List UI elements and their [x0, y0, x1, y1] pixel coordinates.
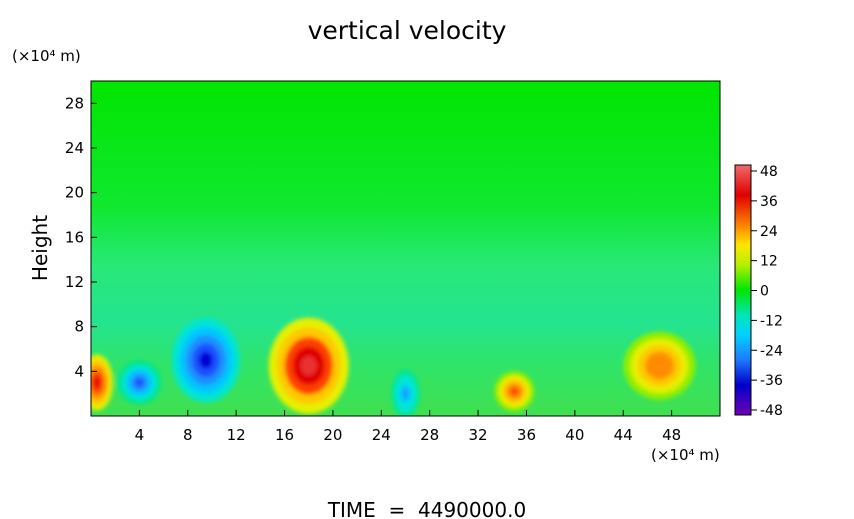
x-tick-label: 48	[662, 426, 681, 444]
y-tick-label: 8	[74, 318, 84, 336]
x-axis-unit: (×10⁴ m)	[651, 446, 720, 464]
y-tick-label: 20	[65, 184, 84, 202]
velocity-cell	[300, 356, 317, 376]
colorbar	[734, 164, 752, 416]
x-tick-label: 4	[135, 426, 145, 444]
velocity-cell	[199, 351, 213, 369]
plot-area	[91, 81, 720, 416]
x-tick-label: 44	[614, 426, 633, 444]
y-axis: 4 8 12 16 20 24 28	[65, 94, 97, 380]
x-tick-label: 16	[275, 426, 294, 444]
time-footer: TIME = 4490000.0	[327, 498, 526, 519]
colorbar-ticks: 48 36 24 12 0 -12 -24 -36 -48	[751, 164, 783, 419]
plot-frame	[90, 80, 721, 417]
x-tick-label: 8	[183, 426, 193, 444]
colorbar-tick-label: -48	[760, 403, 783, 419]
colorbar-tick-label: 36	[760, 194, 778, 210]
x-tick-label: 20	[323, 426, 342, 444]
colorbar-tick-label: 12	[760, 254, 778, 270]
velocity-cell	[134, 378, 144, 387]
x-tick-label: 36	[517, 426, 536, 444]
y-tick-label: 4	[74, 362, 84, 380]
y-tick-label: 12	[65, 273, 84, 291]
y-tick-label: 28	[65, 94, 84, 112]
y-tick-label: 16	[65, 228, 84, 246]
y-axis-unit: (×10⁴ m)	[12, 47, 81, 65]
x-tick-label: 12	[227, 426, 246, 444]
x-axis: 4 8 12 16 20 24 28 32 36 40 44 48	[135, 410, 681, 444]
colorbar-tick-label: 48	[760, 164, 778, 180]
velocity-cell	[510, 387, 519, 396]
velocity-features	[91, 317, 696, 416]
x-tick-label: 32	[469, 426, 488, 444]
y-axis-label: Height	[28, 215, 52, 281]
chart-title: vertical velocity	[308, 16, 507, 45]
velocity-cell	[93, 376, 101, 389]
colorbar-tick-label: 24	[760, 224, 778, 240]
colorbar-tick-label: 0	[760, 284, 769, 300]
x-tick-label: 28	[420, 426, 439, 444]
colorbar-tick-label: -36	[760, 373, 783, 389]
velocity-cell	[402, 388, 409, 399]
x-tick-label: 24	[372, 426, 391, 444]
y-tick-label: 24	[65, 139, 84, 157]
colorbar-tick-label: -24	[760, 343, 783, 359]
colorbar-tick-label: -12	[760, 313, 783, 329]
x-tick-label: 40	[565, 426, 584, 444]
velocity-cell	[652, 358, 667, 373]
